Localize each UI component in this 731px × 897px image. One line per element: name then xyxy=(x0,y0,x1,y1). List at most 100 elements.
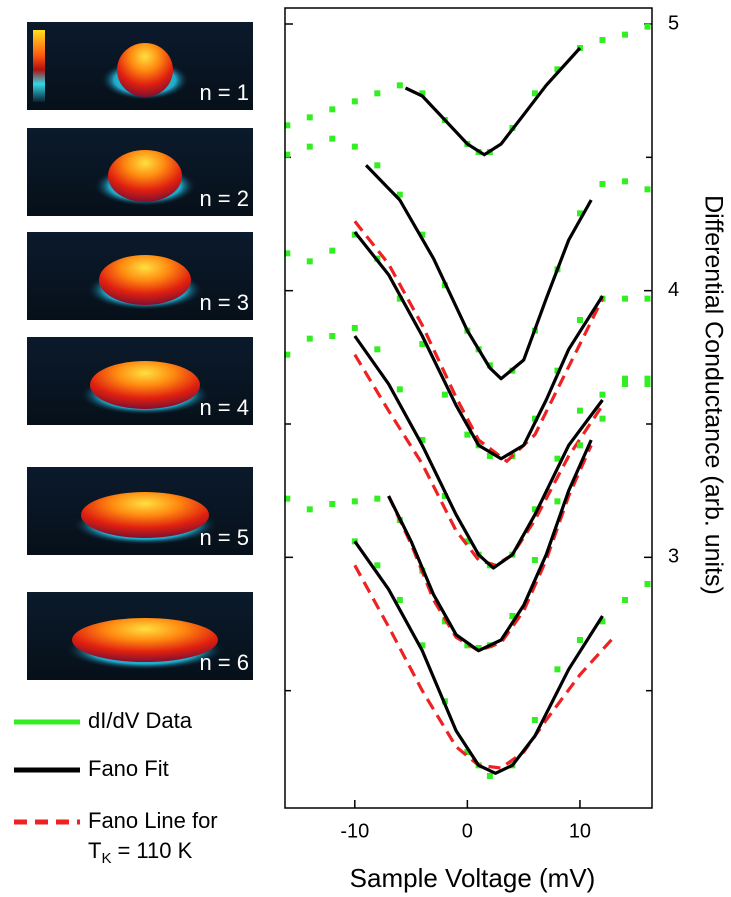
y-tick-label: 4 xyxy=(668,279,679,301)
data-point xyxy=(306,335,313,342)
fano-fit xyxy=(353,540,604,775)
data-point xyxy=(554,455,561,462)
legend-subscript: K xyxy=(101,850,111,867)
data-point xyxy=(621,375,628,382)
panel-dome xyxy=(81,492,209,538)
data-point xyxy=(621,178,628,185)
data-point xyxy=(351,143,358,150)
panel-label: n = 4 xyxy=(199,395,249,420)
data-point xyxy=(531,557,538,563)
plot-frame xyxy=(284,7,653,809)
data-point xyxy=(644,375,651,382)
panel-label: n = 6 xyxy=(199,650,249,675)
panel-dome xyxy=(90,361,200,409)
data-point xyxy=(396,597,403,603)
data-point xyxy=(374,495,381,502)
y-tick-label: 3 xyxy=(668,546,679,568)
data-point xyxy=(644,581,651,587)
data-point xyxy=(464,538,471,545)
data-point xyxy=(554,498,561,505)
data-point xyxy=(599,181,606,187)
fano-fit xyxy=(387,439,593,653)
panel-label: n = 1 xyxy=(199,80,249,105)
data-point xyxy=(419,231,426,238)
data-point xyxy=(576,210,583,217)
legend-label-line: TK = 110 K xyxy=(88,838,193,867)
data-point xyxy=(329,501,336,507)
data-point xyxy=(576,317,583,323)
x-axis-label: Sample Voltage (mV) xyxy=(350,863,596,893)
data-point xyxy=(419,341,426,347)
data-point xyxy=(351,231,358,238)
data-point xyxy=(419,642,426,649)
legend-symbol: T xyxy=(88,838,101,863)
data-point xyxy=(599,391,606,398)
data-point xyxy=(306,143,313,150)
data-point xyxy=(374,346,381,353)
data-point xyxy=(621,295,628,302)
fano-fit xyxy=(404,46,582,157)
legend-label: Fano Fit xyxy=(88,756,169,781)
data-point xyxy=(306,258,313,265)
data-point xyxy=(644,186,651,193)
data-point xyxy=(531,717,538,723)
data-point xyxy=(599,415,606,422)
panels: n = 1 n = 2 n = 3 n = 4 n = 5 n = 6 xyxy=(27,22,253,680)
data-point xyxy=(396,295,403,302)
data-point xyxy=(531,415,538,422)
data-point xyxy=(284,351,291,358)
data-point xyxy=(464,642,471,649)
panel-dome xyxy=(99,255,191,305)
data-point xyxy=(531,506,538,513)
data-point xyxy=(621,31,628,38)
data-point xyxy=(284,495,291,502)
data-point xyxy=(486,453,493,459)
x-tick-label: 10 xyxy=(569,820,591,842)
data-point xyxy=(464,431,471,438)
data-point xyxy=(284,151,291,158)
data-point xyxy=(576,637,583,643)
data-point xyxy=(644,295,651,302)
data-point xyxy=(351,98,358,105)
data-point xyxy=(396,82,403,89)
fano-fit xyxy=(364,164,593,381)
data-point xyxy=(284,250,291,257)
data-point xyxy=(599,618,606,625)
data-point xyxy=(441,391,448,398)
fano-fit xyxy=(353,335,604,570)
data-point xyxy=(576,407,583,414)
data-point xyxy=(351,498,358,505)
data-point xyxy=(644,23,651,30)
data-point xyxy=(464,749,471,755)
data-point xyxy=(374,162,381,169)
legend-value: = 110 K xyxy=(117,838,192,863)
fano-fit xyxy=(353,231,604,461)
data-point xyxy=(396,386,403,393)
fano-line xyxy=(353,353,604,567)
panel-label: n = 3 xyxy=(199,290,249,315)
data-point xyxy=(329,247,336,254)
fano-line xyxy=(353,564,615,770)
data-point xyxy=(621,381,628,387)
data-point xyxy=(554,66,561,73)
data-point xyxy=(554,666,561,673)
data-point xyxy=(475,645,482,651)
fano-line xyxy=(353,220,604,463)
y-axis-label: Differential Conductance (arb. units) xyxy=(699,195,727,595)
data-point xyxy=(396,191,403,198)
data-point xyxy=(509,613,516,619)
data-point xyxy=(419,437,426,443)
panel-label: n = 2 xyxy=(199,186,249,211)
x-tick-label: 0 xyxy=(462,820,473,842)
data-point xyxy=(644,381,651,387)
data-point xyxy=(329,135,336,142)
data-point xyxy=(284,122,291,129)
data-point xyxy=(374,90,381,97)
data-point xyxy=(306,114,313,121)
panel-dome xyxy=(108,150,182,202)
panel-label: n = 5 xyxy=(199,525,249,550)
data-point xyxy=(486,773,493,779)
legend: dI/dV Data Fano Fit Fano Line for TK = 110 K xyxy=(14,708,218,867)
data-point xyxy=(329,106,336,113)
